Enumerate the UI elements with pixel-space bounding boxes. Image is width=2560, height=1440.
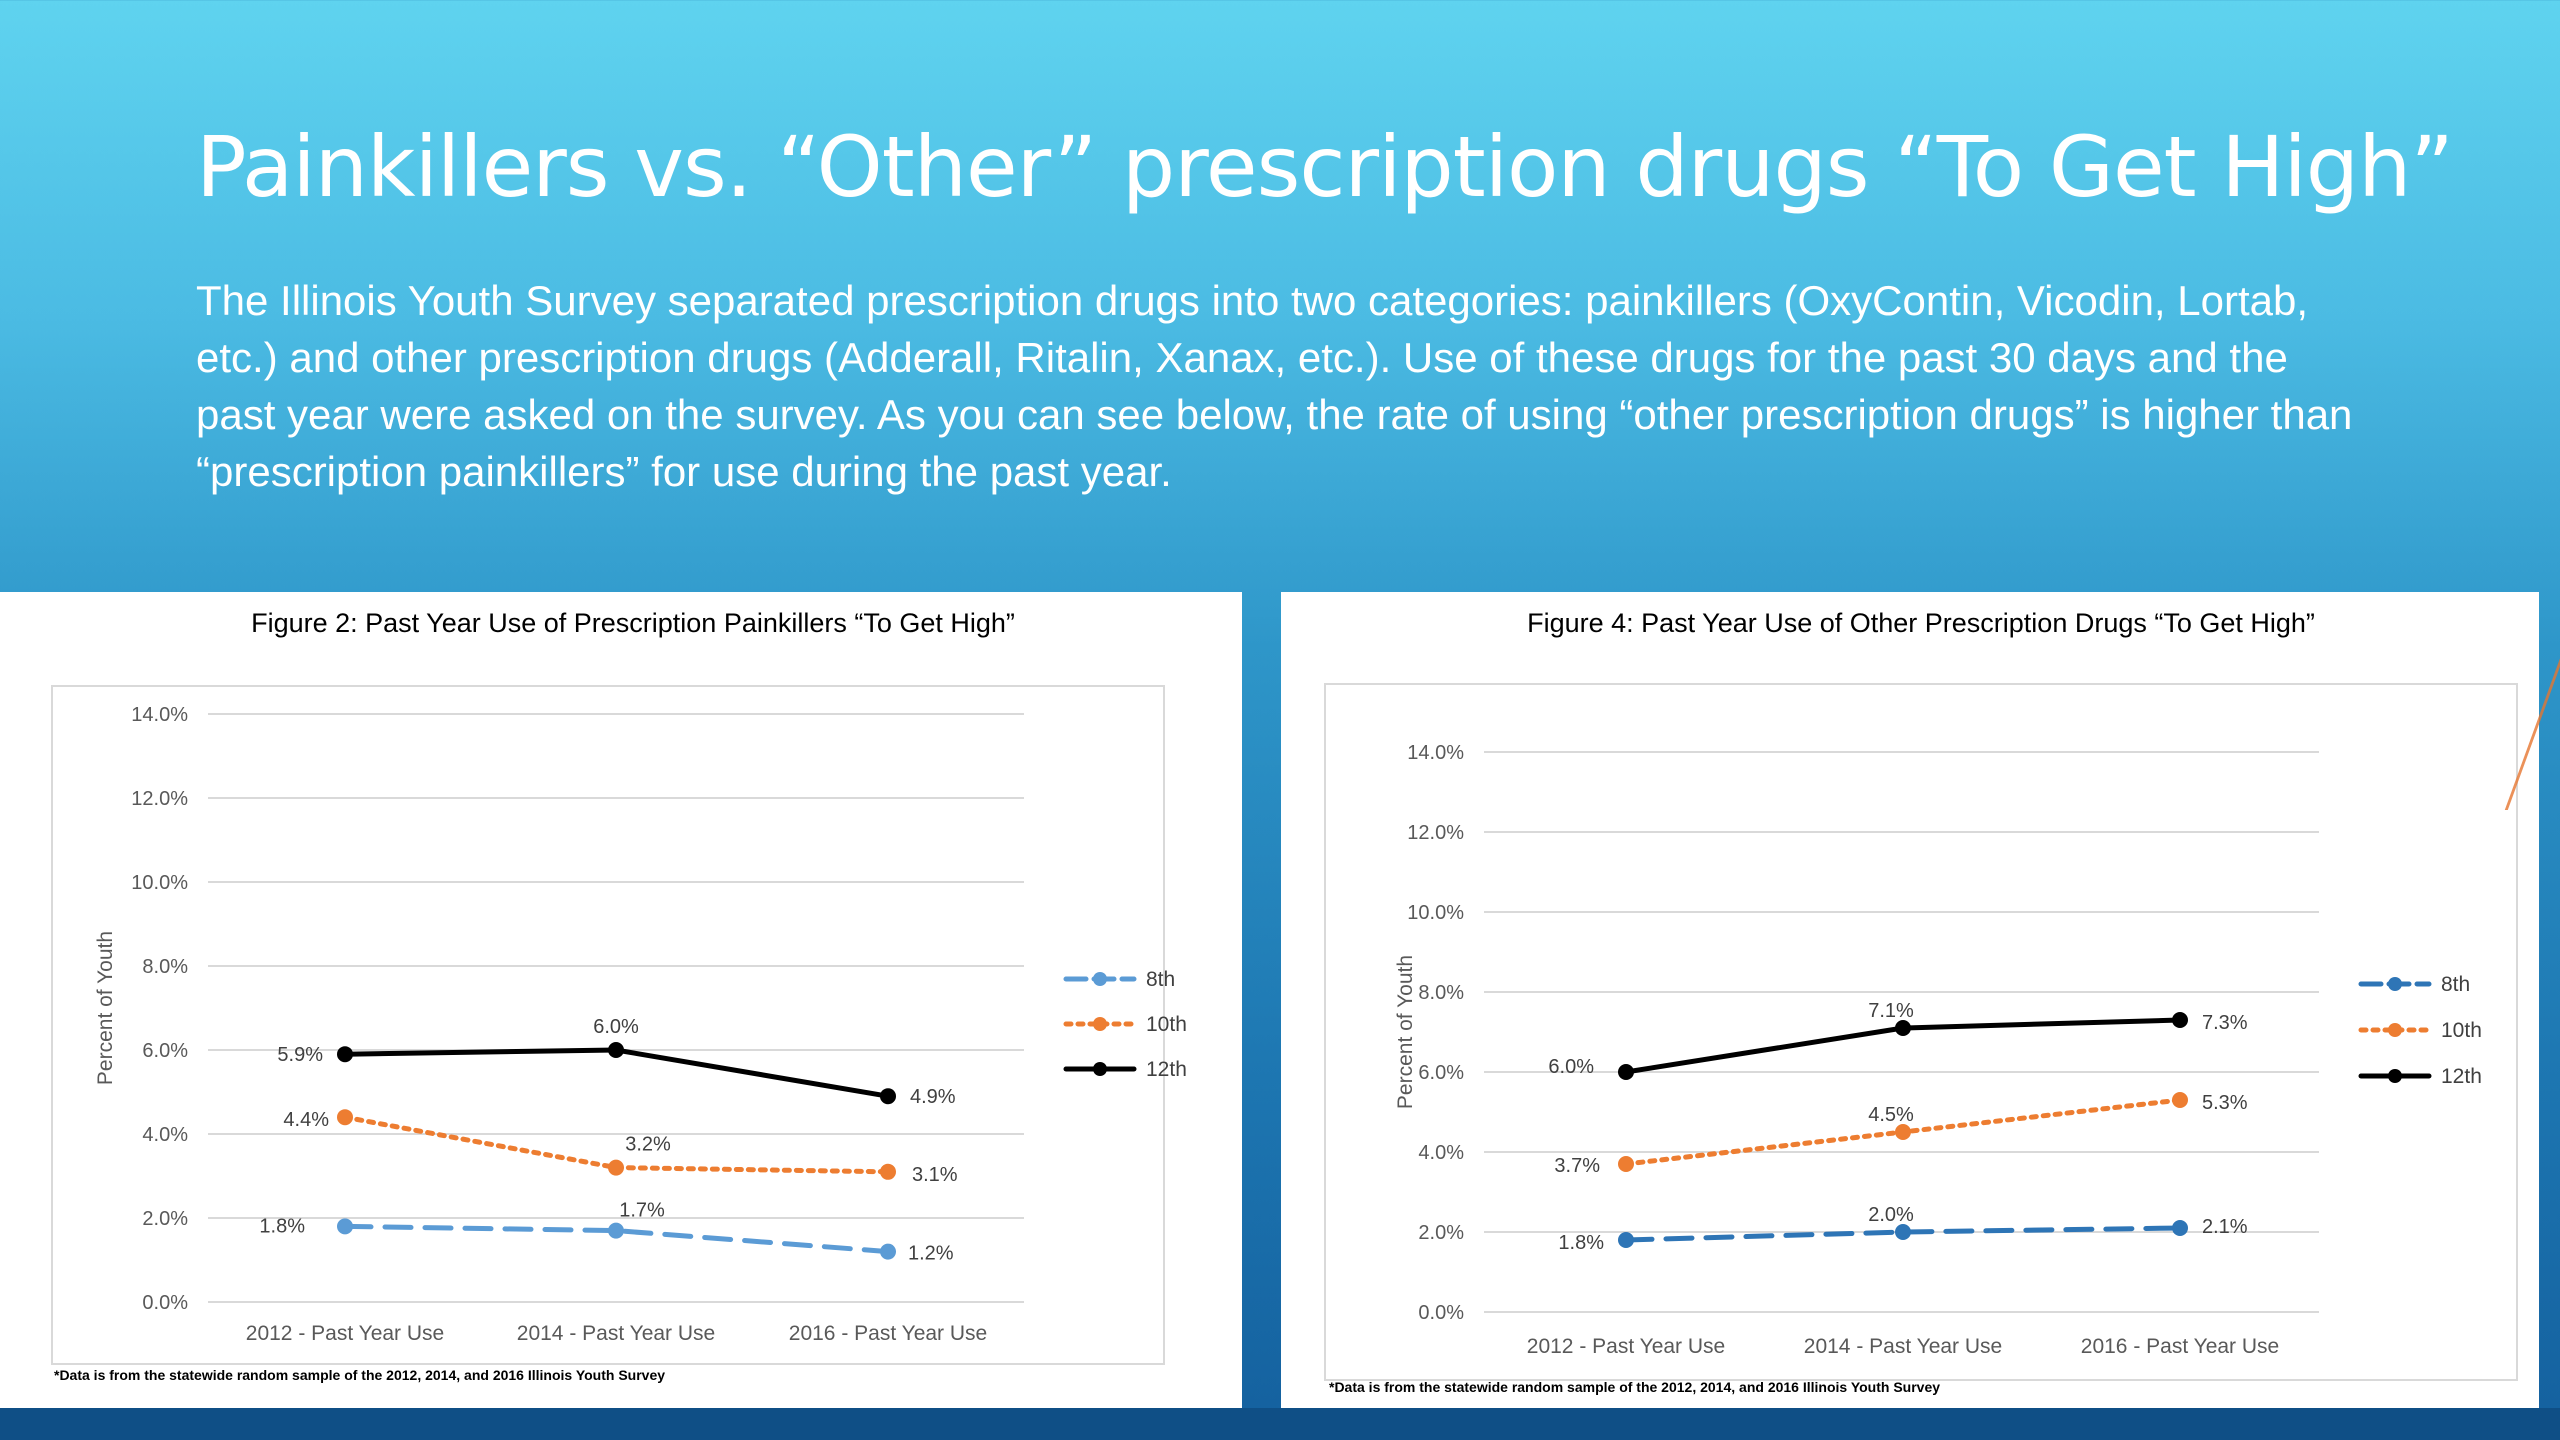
chart-footnote: *Data is from the statewide random sampl… [54, 1367, 665, 1383]
figure-4-card: Figure 4: Past Year Use of Other Prescri… [1281, 592, 2539, 1408]
y-tick-label: 8.0% [1418, 982, 1464, 1004]
data-point-8th [608, 1222, 624, 1239]
legend-marker-10th [2388, 1023, 2402, 1037]
legend-label-10th: 10th [1146, 1013, 1187, 1036]
legend-marker-8th [2388, 977, 2402, 991]
slide-title: Painkillers vs. “Other” prescription dru… [196, 118, 2454, 216]
y-tick-label: 2.0% [1418, 1222, 1464, 1244]
y-tick-label: 10.0% [131, 872, 188, 894]
y-tick-label: 4.0% [142, 1124, 188, 1146]
legend-label-8th: 8th [1146, 968, 1175, 991]
legend-marker-12th [2388, 1069, 2402, 1083]
legend-marker-8th [1093, 972, 1107, 986]
y-tick-label: 6.0% [142, 1040, 188, 1062]
y-tick-label: 6.0% [1418, 1062, 1464, 1084]
data-label: 3.7% [1554, 1155, 1600, 1177]
figure-2-card: Figure 2: Past Year Use of Prescription … [0, 592, 1242, 1408]
y-tick-label: 4.0% [1418, 1142, 1464, 1164]
y-tick-label: 12.0% [1407, 822, 1464, 844]
x-tick-label: 2016 - Past Year Use [789, 1322, 987, 1345]
data-point-12th [880, 1088, 896, 1105]
x-tick-label: 2012 - Past Year Use [1527, 1335, 1725, 1358]
y-tick-label: 0.0% [142, 1292, 188, 1314]
y-tick-label: 14.0% [131, 704, 188, 726]
data-point-10th [1618, 1156, 1634, 1172]
chart-footnote: *Data is from the statewide random sampl… [1329, 1379, 1940, 1395]
data-point-10th [2172, 1092, 2188, 1108]
data-label: 7.1% [1868, 1000, 1914, 1022]
y-axis-label: Percent of Youth [94, 931, 117, 1085]
legend-marker-10th [1093, 1017, 1107, 1031]
data-label: 6.0% [1548, 1056, 1594, 1078]
data-point-12th [608, 1042, 624, 1058]
data-point-8th [880, 1243, 896, 1260]
data-label: 1.2% [908, 1243, 954, 1265]
data-point-12th [337, 1046, 353, 1063]
data-label: 4.4% [283, 1109, 329, 1131]
data-label: 3.2% [625, 1134, 671, 1156]
legend-label-12th: 12th [1146, 1058, 1187, 1081]
series-line-8th [1623, 1225, 2183, 1243]
data-point-12th [1618, 1064, 1634, 1080]
legend-label-8th: 8th [2441, 973, 2470, 996]
data-point-8th [2172, 1220, 2188, 1236]
chart-title: Figure 2: Past Year Use of Prescription … [251, 608, 1015, 638]
data-point-10th [337, 1109, 353, 1126]
y-axis-label: Percent of Youth [1394, 955, 1417, 1109]
y-tick-label: 10.0% [1407, 902, 1464, 924]
data-label: 5.3% [2202, 1092, 2248, 1114]
data-point-10th [880, 1163, 896, 1180]
data-label: 3.1% [912, 1164, 958, 1186]
x-tick-label: 2014 - Past Year Use [517, 1322, 715, 1345]
data-label: 2.0% [1868, 1204, 1914, 1226]
data-label: 2.1% [2202, 1216, 2248, 1238]
data-label: 6.0% [593, 1016, 639, 1038]
y-tick-label: 14.0% [1407, 742, 1464, 764]
data-point-10th [1895, 1124, 1911, 1140]
series-line-8th [342, 1223, 891, 1255]
y-tick-label: 8.0% [142, 956, 188, 978]
data-label: 1.8% [259, 1215, 305, 1237]
data-point-10th [608, 1159, 624, 1176]
data-label: 4.9% [910, 1086, 956, 1108]
slide-body-text: The Illinois Youth Survey separated pres… [196, 277, 2353, 495]
data-point-8th [337, 1218, 353, 1235]
data-point-12th [1895, 1020, 1911, 1036]
y-tick-label: 2.0% [142, 1208, 188, 1230]
data-label: 1.8% [1558, 1232, 1604, 1254]
data-point-8th [1618, 1232, 1634, 1248]
legend-label-10th: 10th [2441, 1019, 2482, 1042]
data-label: 5.9% [277, 1044, 323, 1066]
legend-marker-12th [1093, 1062, 1107, 1076]
data-label: 4.5% [1868, 1104, 1914, 1126]
x-tick-label: 2012 - Past Year Use [246, 1322, 444, 1345]
data-point-12th [2172, 1012, 2188, 1028]
data-label: 1.7% [619, 1200, 665, 1222]
figure-4-chart: Figure 4: Past Year Use of Other Prescri… [1324, 608, 2518, 1395]
chart-title: Figure 4: Past Year Use of Other Prescri… [1527, 608, 2315, 638]
bottom-strip [0, 1408, 2560, 1440]
figure-2-chart: Figure 2: Past Year Use of Prescription … [51, 608, 1187, 1383]
data-point-8th [1895, 1224, 1911, 1240]
y-tick-label: 0.0% [1418, 1302, 1464, 1324]
x-tick-label: 2014 - Past Year Use [1804, 1335, 2002, 1358]
plot-area-frame [51, 685, 1165, 1365]
plot-area-frame [1324, 683, 2518, 1381]
x-tick-label: 2016 - Past Year Use [2081, 1335, 2279, 1358]
data-label: 7.3% [2202, 1012, 2248, 1034]
legend-label-12th: 12th [2441, 1065, 2482, 1088]
y-tick-label: 12.0% [131, 788, 188, 810]
